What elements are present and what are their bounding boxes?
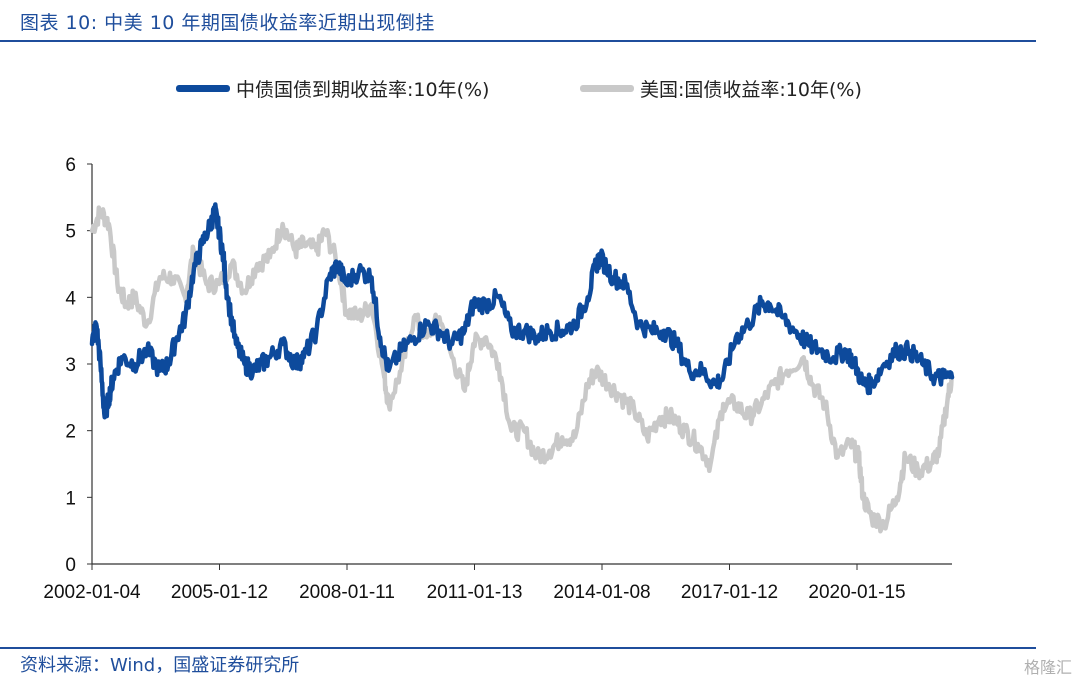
y-tick-label: 0 [65, 555, 76, 576]
footer-divider [0, 647, 1036, 649]
y-tick-label: 1 [65, 488, 76, 509]
figure-title: 图表 10: 中美 10 年期国债收益率近期出现倒挂 [20, 12, 435, 34]
x-tick-label: 2011-01-13 [427, 582, 523, 603]
legend-item-cn: 中债国债到期收益率:10年(%) [176, 74, 489, 102]
series-line-cn-10y [89, 202, 955, 420]
watermark-logo: 格隆汇 [1023, 658, 1072, 677]
x-tick-label: 2020-01-15 [808, 582, 905, 603]
legend-label-cn: 中债国债到期收益率:10年(%) [236, 78, 490, 101]
y-tick-label: 3 [65, 355, 76, 376]
y-tick-label: 6 [65, 155, 76, 176]
x-tick-label: 2008-01-11 [299, 582, 395, 603]
x-tick-label: 2017-01-12 [681, 582, 778, 603]
y-tick-label: 4 [65, 288, 76, 309]
chart-legend: 中债国债到期收益率:10年(%) 美国:国债收益率:10年(%) [0, 74, 1080, 102]
legend-item-us: 美国:国债收益率:10年(%) [580, 74, 862, 102]
legend-label-us: 美国:国债收益率:10年(%) [640, 78, 862, 101]
x-tick-label: 2005-01-12 [171, 582, 268, 603]
x-tick-label: 2002-01-04 [43, 582, 141, 603]
y-tick-label: 2 [65, 422, 76, 443]
source-note: 资料来源：Wind，国盛证券研究所 [20, 655, 300, 676]
x-tick-label: 2014-01-08 [553, 582, 650, 603]
legend-swatch-us [580, 84, 634, 92]
legend-swatch-cn [176, 84, 230, 92]
title-divider [0, 40, 1036, 42]
y-tick-label: 5 [65, 222, 76, 243]
